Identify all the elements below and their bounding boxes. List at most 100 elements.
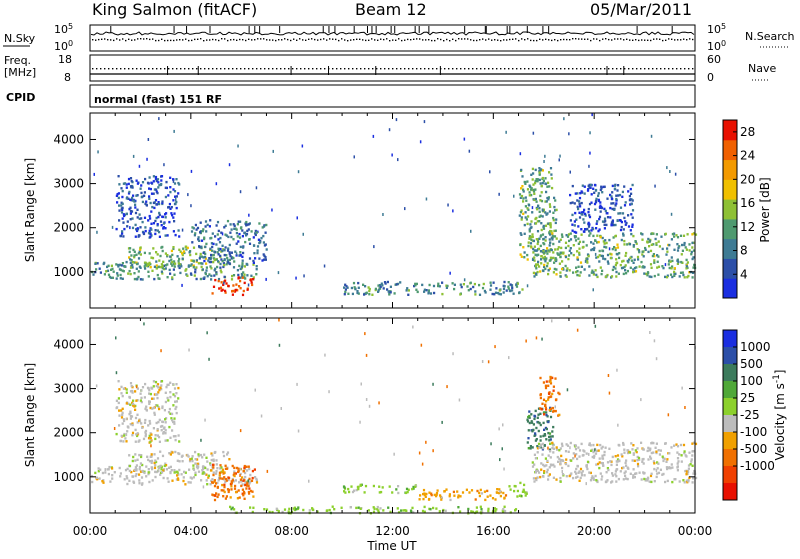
- scatter-cell: [549, 380, 552, 383]
- scatter-cell: [128, 479, 131, 482]
- scatter-cell: [614, 470, 617, 473]
- scatter-cell: [246, 229, 249, 233]
- nsearch-point: [302, 39, 304, 41]
- scatter-cell: [674, 478, 677, 481]
- scatter-cell: [119, 439, 122, 443]
- scatter-cell: [545, 464, 548, 467]
- scatter-cell: [251, 490, 254, 493]
- scatter-cell: [91, 480, 94, 484]
- nave-point: [208, 68, 210, 70]
- nave-point: [116, 68, 118, 70]
- scatter-cell: [196, 467, 199, 470]
- scatter-cell: [154, 199, 158, 202]
- nave-point: [476, 68, 478, 70]
- scatter-cell: [616, 454, 620, 457]
- scatter-cell: [231, 293, 234, 296]
- nave-point: [528, 68, 530, 70]
- cpid-value: normal (fast) 151 RF: [94, 93, 222, 106]
- scatter-cell: [407, 289, 410, 292]
- scatter-cell: [244, 240, 247, 244]
- scatter-cell: [242, 251, 245, 255]
- scatter-cell: [224, 477, 227, 481]
- scatter-cell: [249, 506, 252, 509]
- scatter-cell: [685, 248, 688, 251]
- scatter-cell: [537, 260, 540, 264]
- scatter-cell: [502, 491, 505, 495]
- scatter-cell: [233, 466, 236, 470]
- scatter-cell: [155, 216, 158, 220]
- scatter-cell: [547, 272, 550, 276]
- scatter-cell: [147, 471, 150, 474]
- scatter-cell: [432, 382, 434, 386]
- scatter-cell: [223, 483, 226, 486]
- scatter-cell: [671, 259, 674, 263]
- scatter-cell: [597, 198, 600, 202]
- scatter-cell: [189, 476, 192, 479]
- scatter-cell: [536, 242, 539, 246]
- scatter-cell: [202, 228, 205, 231]
- scatter-cell: [474, 293, 477, 296]
- scatter-cell: [544, 260, 547, 263]
- scatter-cell: [534, 439, 537, 442]
- nsearch-point: [671, 38, 673, 40]
- scatter-cell: [185, 248, 188, 251]
- scatter-cell: [138, 482, 141, 485]
- scatter-cell: [552, 463, 555, 466]
- scatter-cell: [213, 250, 216, 253]
- scatter-cell: [527, 208, 530, 211]
- scatter-cell: [572, 271, 575, 274]
- nave-point: [684, 68, 686, 70]
- nsearch-point: [500, 40, 502, 42]
- scatter-cell: [123, 478, 126, 481]
- nave-point: [312, 68, 314, 70]
- scatter-cell: [527, 447, 530, 450]
- scatter-cell: [201, 456, 204, 459]
- scatter-cell: [638, 458, 641, 461]
- scatter-cell: [202, 485, 205, 489]
- scatter-cell: [172, 230, 175, 233]
- scatter-cell: [596, 480, 599, 484]
- scatter-cell: [258, 222, 261, 225]
- scatter-cell: [530, 187, 533, 190]
- scatter-cell: [359, 420, 361, 424]
- scatter-cell: [157, 186, 160, 189]
- scatter-cell: [158, 213, 161, 217]
- nave-point: [568, 68, 570, 70]
- nsearch-point: [371, 38, 373, 40]
- scatter-cell: [252, 278, 255, 281]
- scatter-cell: [416, 290, 419, 294]
- scatter-cell: [168, 466, 171, 469]
- scatter-cell: [164, 400, 167, 404]
- scatter-cell: [217, 479, 220, 482]
- scatter-cell: [209, 219, 212, 222]
- nsearch-point: [263, 38, 265, 40]
- scatter-cell: [685, 479, 688, 482]
- scatter-cell: [552, 216, 555, 220]
- scatter-cell: [234, 227, 237, 230]
- scatter-cell: [600, 478, 603, 481]
- scatter-cell: [543, 470, 546, 473]
- scatter-cell: [239, 279, 242, 283]
- scatter-cell: [603, 223, 606, 226]
- scatter-cell: [532, 131, 535, 135]
- scatter-cell: [535, 200, 538, 203]
- scatter-cell: [653, 274, 656, 278]
- scatter-cell: [593, 454, 596, 458]
- scatter-cell: [211, 249, 214, 252]
- scatter-cell: [533, 259, 536, 262]
- scatter-cell: [534, 253, 537, 256]
- scatter-cell: [605, 246, 608, 249]
- scatter-cell: [99, 468, 102, 471]
- scatter-cell: [226, 488, 230, 491]
- scatter-cell: [423, 493, 426, 497]
- scatter-cell: [552, 385, 555, 388]
- scatter-cell: [364, 332, 366, 336]
- scatter-cell: [536, 447, 539, 450]
- scatter-cell: [603, 245, 606, 249]
- scatter-cell: [585, 452, 588, 455]
- scatter-cell: [164, 186, 167, 189]
- scatter-cell: [553, 261, 556, 264]
- scatter-cell: [128, 269, 131, 273]
- scatter-cell: [265, 508, 269, 511]
